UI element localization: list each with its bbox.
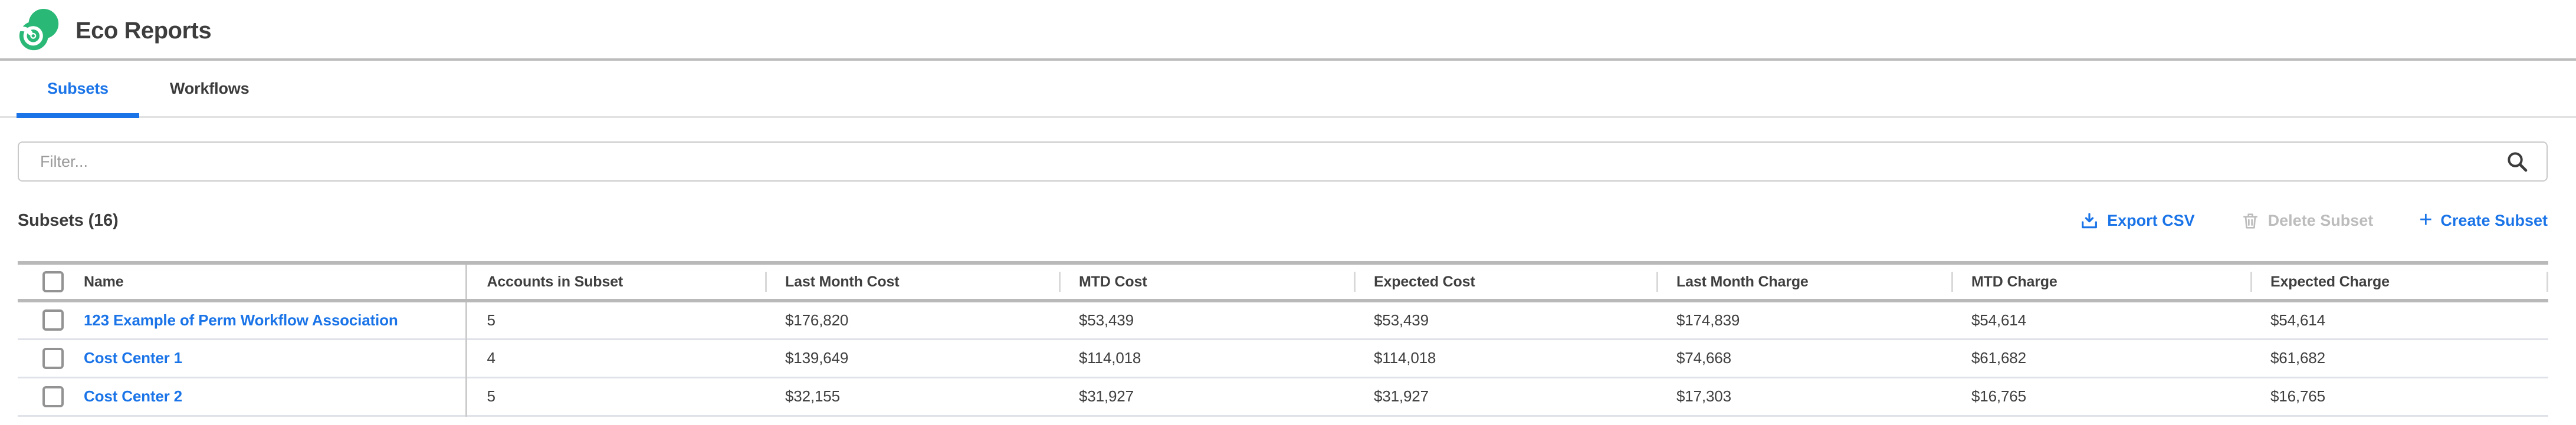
header-cell-name: Name — [18, 263, 467, 301]
expected-cost-cell: $31,927 — [1374, 387, 1429, 405]
mtd-cost-cell: $53,439 — [1079, 311, 1134, 329]
tab-subsets[interactable]: Subsets — [17, 61, 139, 118]
name-cell: Cost Center 1 — [18, 339, 467, 377]
expected-charge-cell: $61,682 — [2270, 349, 2325, 367]
create-subset-button[interactable]: + Create Subset — [2419, 207, 2548, 232]
header-cell-mtd-cost: MTD Cost — [1059, 263, 1354, 301]
accounts-cell: 5 — [487, 387, 495, 405]
header-cell-last-month-cost: Last Month Cost — [765, 263, 1059, 301]
subset-name-link[interactable]: Cost Center 1 — [84, 349, 182, 367]
last-month-cost-cell: $32,155 — [785, 387, 840, 405]
row-checkbox[interactable] — [42, 347, 64, 369]
row-checkbox[interactable] — [42, 386, 64, 407]
mtd-cost-cell: $114,018 — [1079, 349, 1141, 367]
expected-charge-cell: $54,614 — [2270, 311, 2325, 329]
header-cell-last-month-charge: Last Month Charge — [1656, 263, 1951, 301]
name-cell: 123 Example of Perm Workflow Association — [18, 301, 467, 339]
expected-charge-cell: $16,765 — [2270, 387, 2325, 405]
subset-name-link[interactable]: Cost Center 2 — [84, 387, 182, 405]
accounts-cell: 4 — [487, 349, 495, 367]
brand-logo-icon — [17, 8, 59, 50]
page-title: Eco Reports — [76, 18, 212, 44]
delete-subset-label: Delete Subset — [2267, 212, 2374, 229]
tab-workflows[interactable]: Workflows — [169, 79, 250, 97]
expected-cost-cell: $53,439 — [1374, 311, 1429, 329]
subset-name-link[interactable]: 123 Example of Perm Workflow Association — [84, 311, 398, 329]
action-buttons: Export CSV Delete Subset + Create Subset — [2080, 207, 2548, 232]
mtd-charge-cell: $61,682 — [1971, 349, 2026, 367]
section-bar: Subsets (16) Export CSV Delete Subset + … — [18, 207, 2548, 232]
table-row: Cost Center 1 4 $139,649 $114,018 $114,0… — [18, 339, 2548, 377]
app-header: Eco Reports — [0, 0, 2576, 61]
delete-subset-button[interactable]: Delete Subset — [2241, 212, 2374, 230]
mtd-charge-cell: $16,765 — [1971, 387, 2026, 405]
section-title: Subsets (16) — [18, 211, 119, 230]
expected-cost-cell: $114,018 — [1374, 349, 1436, 367]
filter-input[interactable] — [18, 141, 2548, 182]
header-cell-accounts: Accounts in Subset — [487, 273, 624, 290]
header-cell-expected-cost: Expected Cost — [1354, 263, 1656, 301]
search-icon[interactable] — [2505, 150, 2529, 173]
last-month-charge-cell: $74,668 — [1676, 349, 1731, 367]
name-cell: Cost Center 2 — [18, 377, 467, 416]
last-month-charge-cell: $17,303 — [1676, 387, 1731, 405]
row-checkbox[interactable] — [42, 309, 64, 331]
accounts-cell: 5 — [487, 311, 495, 329]
create-subset-label: Create Subset — [2440, 212, 2548, 229]
mtd-charge-cell: $54,614 — [1971, 311, 2026, 329]
table-row: Cost Center 2 5 $32,155 $31,927 $31,927 … — [18, 377, 2548, 416]
last-month-cost-cell: $139,649 — [785, 349, 849, 367]
export-csv-button[interactable]: Export CSV — [2080, 212, 2195, 230]
header-cell-expected-charge: Expected Charge — [2250, 263, 2548, 301]
table-header-row: Name Accounts in Subset Last Month Cost … — [18, 263, 2548, 301]
download-icon — [2082, 212, 2098, 228]
export-csv-label: Export CSV — [2107, 212, 2195, 229]
tab-bar: Subsets Workflows — [0, 61, 2576, 118]
mtd-cost-cell: $31,927 — [1079, 387, 1134, 405]
last-month-charge-cell: $174,839 — [1676, 311, 1740, 329]
select-all-checkbox[interactable] — [42, 271, 64, 292]
trash-icon — [2243, 213, 2257, 229]
filter-bar — [18, 141, 2548, 182]
column-label: Name — [84, 273, 124, 290]
header-cell-mtd-charge: MTD Charge — [1951, 263, 2250, 301]
subsets-table: Name Accounts in Subset Last Month Cost … — [18, 261, 2548, 417]
last-month-cost-cell: $176,820 — [785, 311, 849, 329]
plus-icon: + — [2419, 207, 2433, 232]
table-row: 123 Example of Perm Workflow Association… — [18, 301, 2548, 339]
